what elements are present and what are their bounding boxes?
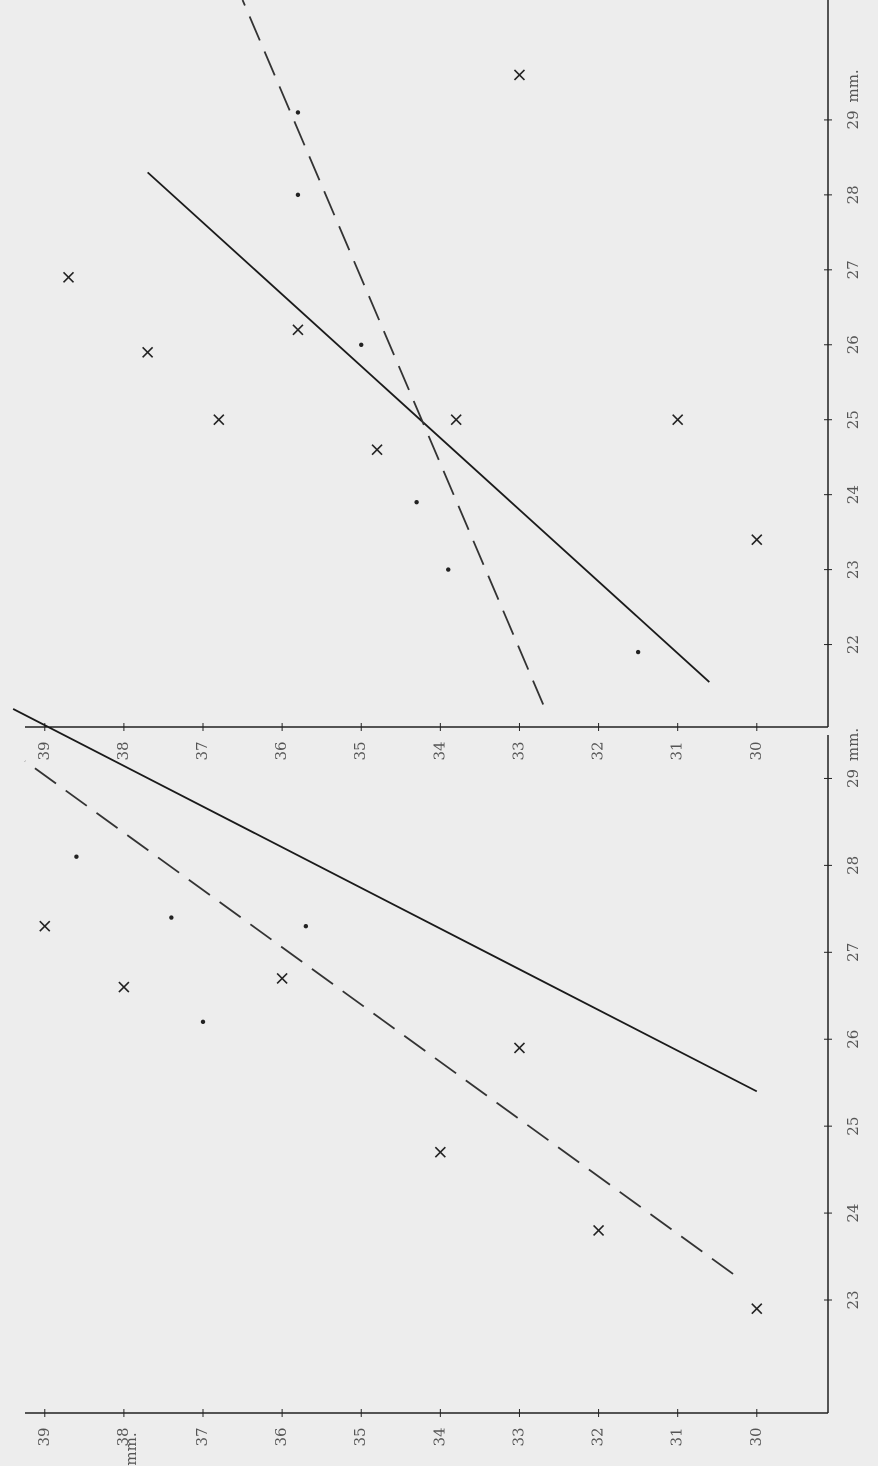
cross-point bbox=[213, 414, 225, 426]
x-tick-label: 26 bbox=[844, 1030, 862, 1049]
x-tick-label: 23 bbox=[844, 560, 862, 579]
y-tick-label: 31 bbox=[668, 741, 686, 760]
cross-point bbox=[751, 1303, 763, 1315]
y-tick-label: 31 bbox=[668, 1427, 686, 1446]
y-tick-label: 37 bbox=[193, 1427, 211, 1446]
dot-point bbox=[359, 342, 364, 347]
cross-point bbox=[513, 69, 526, 81]
y-tick-label: 33 bbox=[509, 1427, 527, 1446]
y-tick-label: 32 bbox=[589, 1427, 607, 1446]
cross-point bbox=[513, 1042, 526, 1054]
x-tick-label: 25 bbox=[844, 1117, 862, 1136]
x-tick-label: 28 bbox=[844, 185, 862, 204]
y-tick-label: 33 bbox=[509, 741, 527, 760]
y-unit: mm. bbox=[122, 1432, 140, 1465]
fit-line bbox=[12, 708, 758, 1093]
y-tick-label: 32 bbox=[589, 741, 607, 760]
x-tick-label: 27 bbox=[844, 260, 862, 279]
y-tick-label: 36 bbox=[272, 741, 290, 760]
y-tick-label: 35 bbox=[351, 1427, 369, 1446]
x-tick-label: 22 bbox=[844, 635, 862, 654]
y-tick-label: 39 bbox=[35, 1427, 53, 1446]
x-tick-label: 29 bbox=[844, 110, 862, 129]
x-unit: mm. bbox=[844, 728, 862, 761]
y-tick-label: 35 bbox=[351, 741, 369, 760]
x-tick-label: 25 bbox=[844, 410, 862, 429]
y-tick-label: 38 bbox=[114, 741, 132, 760]
cross-point bbox=[118, 981, 130, 993]
dot-point bbox=[295, 192, 301, 198]
cross-point bbox=[751, 534, 763, 546]
dot-point bbox=[303, 924, 309, 929]
cross-point bbox=[434, 1146, 446, 1158]
y-tick-label: 38 bbox=[114, 1427, 132, 1446]
y-tick-label: 30 bbox=[747, 1427, 765, 1446]
y-tick-label: 39 bbox=[35, 741, 53, 760]
cross-point bbox=[62, 271, 75, 283]
x-tick-label: 29 bbox=[844, 769, 862, 788]
x-tick-label: 24 bbox=[844, 1204, 862, 1223]
cross-point bbox=[593, 1224, 605, 1237]
y-tick-label: 36 bbox=[272, 1427, 290, 1446]
cross-point bbox=[450, 414, 462, 426]
dot-point bbox=[169, 915, 174, 920]
x-tick-label: 28 bbox=[844, 856, 862, 875]
dot-point bbox=[446, 567, 451, 572]
x-tick-label: 23 bbox=[844, 1290, 862, 1309]
y-tick-label: 34 bbox=[430, 1427, 448, 1446]
y-tick-label: 34 bbox=[430, 741, 448, 760]
x-unit: mm. bbox=[844, 69, 862, 102]
dot-point bbox=[200, 1019, 206, 1025]
dot-point bbox=[295, 110, 301, 115]
cross-point bbox=[371, 444, 383, 456]
fit-line bbox=[24, 760, 734, 1275]
fit-line bbox=[147, 171, 710, 683]
y-tick-label: 37 bbox=[193, 741, 211, 760]
x-tick-label: 27 bbox=[844, 943, 862, 962]
cross-point bbox=[292, 324, 304, 336]
cross-point bbox=[39, 920, 51, 932]
x-tick-label: 26 bbox=[844, 335, 862, 354]
cross-point bbox=[672, 414, 684, 426]
dot-point bbox=[74, 854, 79, 859]
cross-point bbox=[276, 972, 288, 984]
dot-point bbox=[414, 499, 419, 505]
fit-line bbox=[241, 0, 545, 705]
dot-point bbox=[635, 649, 641, 655]
x-tick-label: 24 bbox=[844, 485, 862, 504]
y-tick-label: 30 bbox=[747, 741, 765, 760]
cross-point bbox=[142, 346, 154, 358]
